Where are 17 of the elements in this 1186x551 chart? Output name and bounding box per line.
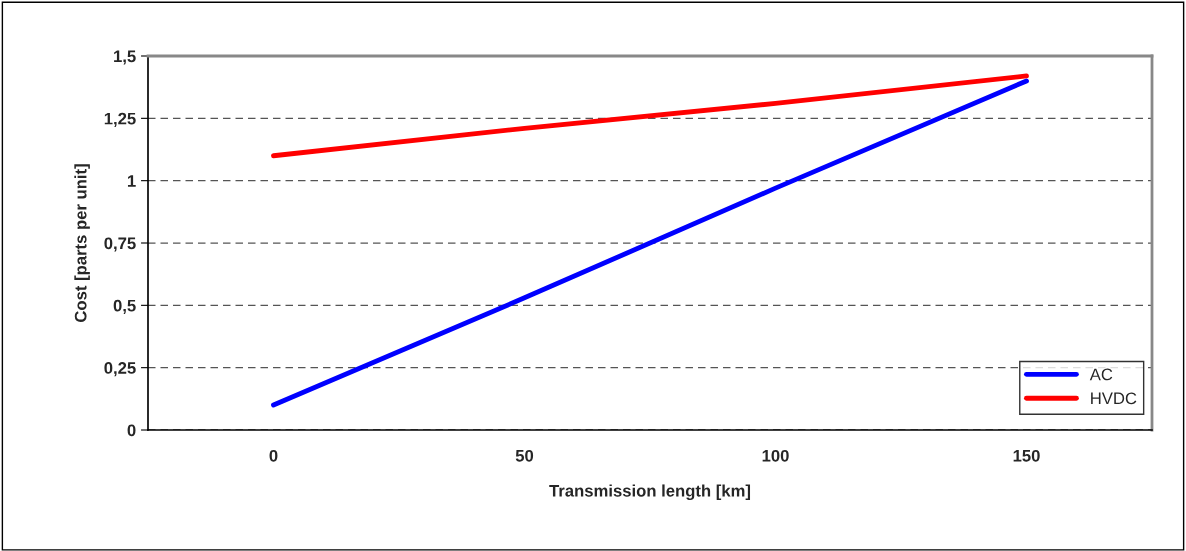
line-series: [271, 78, 1029, 408]
legend-label: AC: [1089, 368, 1113, 381]
y-tick-label: 1,25: [104, 112, 136, 127]
x-tick-label: 0: [269, 449, 278, 462]
y-tick-label: 0,25: [104, 362, 136, 377]
x-axis-title: Transmission length [km]: [549, 484, 751, 501]
y-axis-title: Cost [parts per unit]: [74, 164, 90, 322]
x-tick-label: 50: [515, 449, 534, 462]
y-tick-label: 0,75: [104, 237, 136, 252]
x-tick-label: 150: [1013, 449, 1040, 462]
y-tick-label: 1,5: [114, 50, 136, 65]
y-tick-label: 0: [127, 424, 136, 437]
legend-label: HVDC: [1091, 392, 1137, 405]
y-tick-label: 1: [127, 175, 136, 187]
x-tick-label: 100: [762, 449, 789, 462]
y-tick-label: 0,5: [113, 299, 136, 314]
line-series: [271, 73, 1029, 159]
